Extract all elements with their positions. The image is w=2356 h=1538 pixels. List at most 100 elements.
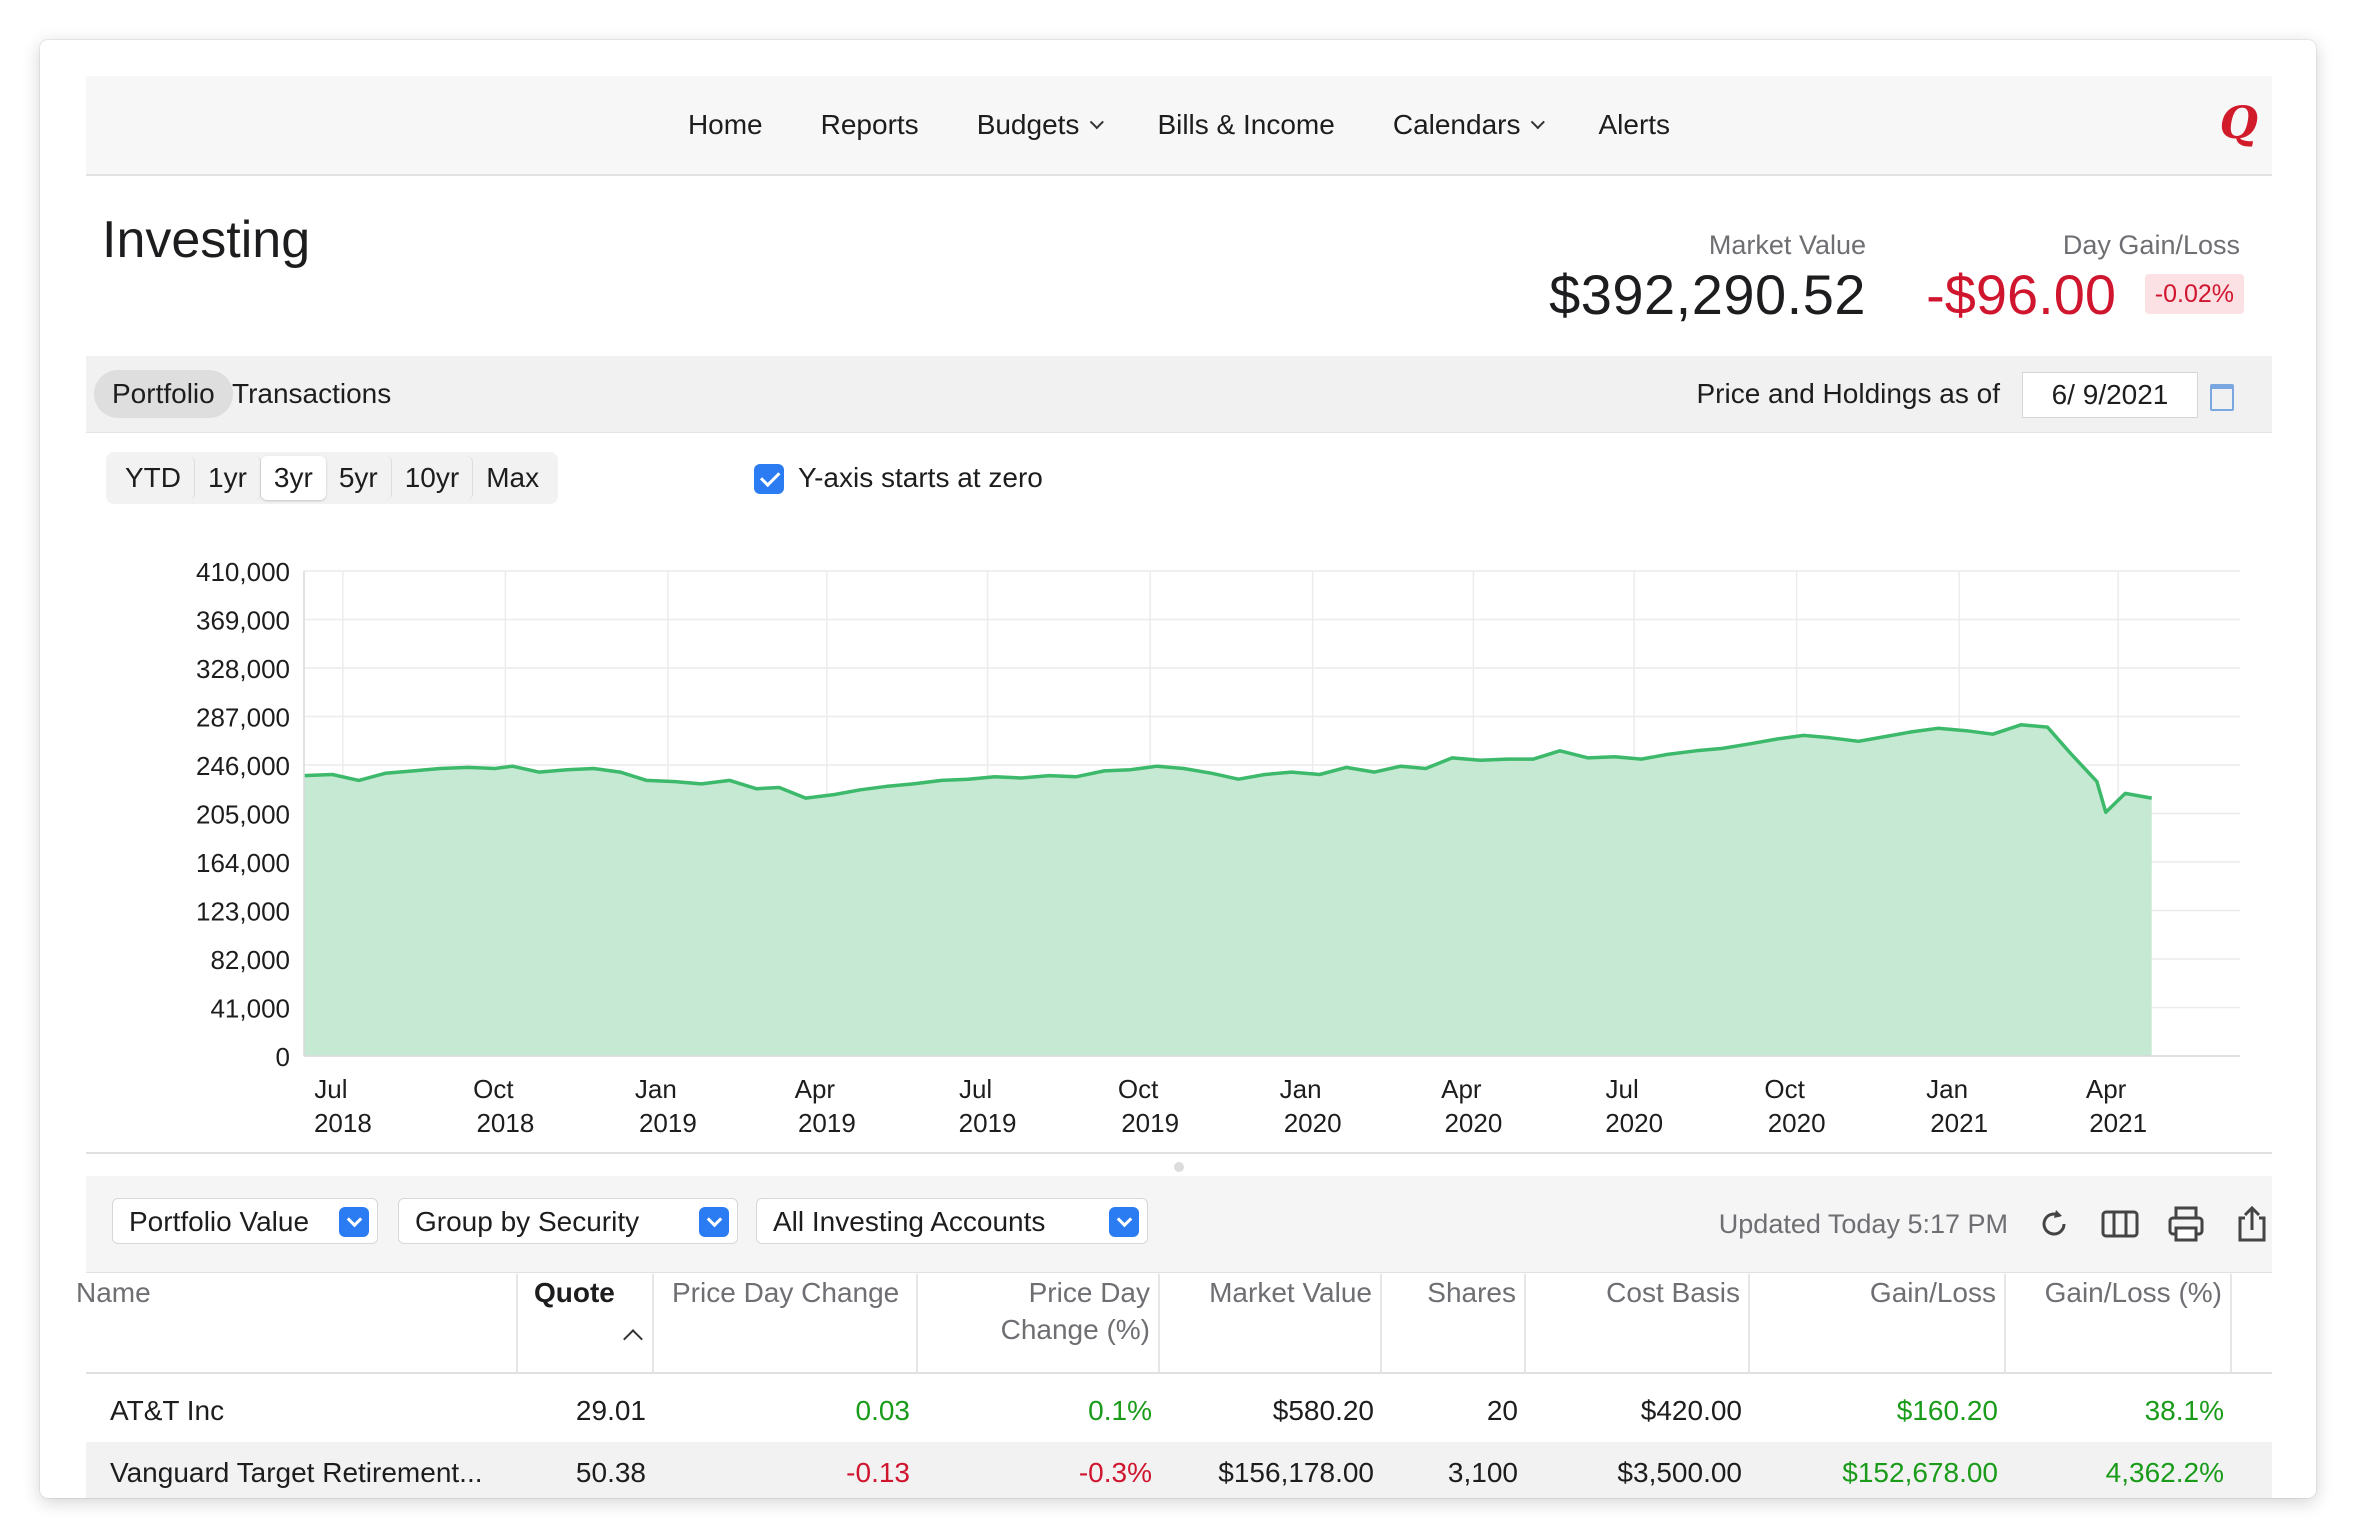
y-tick-label: 164,000 [196, 848, 290, 878]
col-market-value-label: Market Value [1209, 1277, 1372, 1308]
x-tick-month: Apr [795, 1074, 836, 1104]
chevron-down-icon [1090, 115, 1105, 130]
nav-budgets[interactable]: Budgets [948, 109, 1129, 141]
columns-icon[interactable] [2100, 1204, 2140, 1244]
nav-reports[interactable]: Reports [792, 109, 948, 141]
holdings-toolbar: Portfolio Value Group by Security All In… [86, 1176, 2272, 1273]
col-name-label: Name [76, 1277, 151, 1308]
yaxis-zero-checkbox[interactable] [754, 464, 784, 494]
y-tick-label: 369,000 [196, 606, 290, 636]
x-tick-year: 2021 [1930, 1108, 1988, 1138]
market-value-label: Market Value [1708, 230, 1866, 260]
x-tick-year: 2020 [1768, 1108, 1826, 1138]
y-tick-label: 287,000 [196, 703, 290, 733]
range-max[interactable]: Max [486, 462, 540, 493]
col-gain-loss-pct[interactable]: Gain/Loss (%) [2006, 1274, 2232, 1372]
col-shares[interactable]: Shares [1382, 1274, 1526, 1372]
x-tick-month: Oct [1118, 1074, 1159, 1104]
col-gain-loss[interactable]: Gain/Loss [1750, 1274, 2006, 1372]
x-tick-year: 2019 [639, 1108, 697, 1138]
series-line [303, 723, 2153, 815]
x-tick-year: 2021 [2089, 1108, 2147, 1138]
cell-market-value: $580.20 [1272, 1395, 1374, 1426]
nav-home[interactable]: Home [659, 109, 792, 141]
cell-quote: 29.01 [575, 1395, 646, 1426]
nav-alerts-label: Alerts [1598, 109, 1671, 140]
nav-alerts[interactable]: Alerts [1569, 109, 1699, 141]
nav-items: Home Reports Budgets Bills & Income Cale… [86, 76, 2272, 174]
col-price-day-pct-label2: Change (%) [1000, 1314, 1150, 1345]
group-by-label: Group by Security [415, 1206, 640, 1237]
quicken-logo-icon[interactable]: Q [2219, 98, 2258, 149]
y-tick-label: 82,000 [210, 945, 290, 975]
y-tick-label: 123,000 [196, 897, 290, 927]
col-quote[interactable]: Quote [518, 1274, 654, 1372]
cell-price-day-change-pct: 0.1% [1088, 1395, 1152, 1426]
nav-bills-income[interactable]: Bills & Income [1128, 109, 1363, 141]
accounts-dropdown[interactable]: All Investing Accounts [756, 1198, 1148, 1244]
x-tick-month: Apr [1441, 1074, 1482, 1104]
range-ytd[interactable]: YTD [112, 456, 195, 500]
col-price-day-change[interactable]: Price Day Change [654, 1274, 918, 1372]
pane-resize-handle[interactable] [1174, 1162, 1184, 1172]
cell-market-value: $156,178.00 [1218, 1457, 1374, 1488]
cell-shares: 20 [1486, 1395, 1518, 1426]
calendar-icon[interactable] [2210, 384, 2234, 411]
cell-gain-loss-pct: 38.1% [2144, 1395, 2224, 1426]
table-row[interactable]: AT&T Inc 29.01 0.03 0.1% $580.20 20 $420… [86, 1380, 2272, 1442]
col-cost-basis[interactable]: Cost Basis [1526, 1274, 1750, 1372]
col-market-value[interactable]: Market Value [1160, 1274, 1382, 1372]
sort-ascending-icon [623, 1329, 643, 1349]
x-tick-month: Apr [2086, 1074, 2127, 1104]
range-selector: YTD 1yr 3yr 5yr 10yr Max [106, 452, 559, 504]
top-nav: Home Reports Budgets Bills & Income Cale… [86, 76, 2272, 176]
col-name[interactable]: Name [76, 1274, 518, 1372]
y-tick-label: 410,000 [196, 557, 290, 587]
x-tick-year: 2019 [1121, 1108, 1179, 1138]
value-type-dropdown[interactable]: Portfolio Value [112, 1198, 378, 1244]
updated-status: Updated Today 5:17 PM [1718, 1209, 2008, 1239]
accounts-label: All Investing Accounts [773, 1206, 1046, 1237]
cell-name: AT&T Inc [110, 1395, 225, 1426]
cell-gain-loss-pct: 4,362.2% [2105, 1457, 2224, 1488]
x-tick-month: Jan [1280, 1074, 1322, 1104]
value-type-label: Portfolio Value [129, 1206, 310, 1237]
y-tick-label: 41,000 [210, 994, 290, 1024]
col-quote-label: Quote [534, 1277, 615, 1308]
cell-price-day-change: 0.03 [855, 1395, 911, 1426]
range-3yr[interactable]: 3yr [260, 456, 326, 500]
y-tick-label: 205,000 [196, 800, 290, 830]
cell-quote: 50.38 [575, 1457, 646, 1488]
nav-calendars[interactable]: Calendars [1364, 109, 1570, 141]
y-tick-label: 246,000 [196, 751, 290, 781]
tab-portfolio[interactable]: Portfolio [94, 370, 233, 418]
print-icon[interactable] [2166, 1204, 2206, 1244]
x-tick-month: Jul [314, 1074, 347, 1104]
pane-divider[interactable] [86, 1152, 2272, 1154]
x-tick-month: Jan [1926, 1074, 1968, 1104]
share-icon[interactable] [2232, 1204, 2272, 1244]
nav-reports-label: Reports [820, 109, 919, 140]
chevron-down-icon [699, 1207, 729, 1237]
col-gain-loss-pct-label: Gain/Loss (%) [2044, 1277, 2222, 1308]
holdings-table: Name Quote Price Day Change Price Day Cha… [76, 1274, 2272, 1498]
tab-transactions[interactable]: Transactions [232, 378, 392, 409]
range-5yr[interactable]: 5yr [326, 456, 392, 500]
x-tick-year: 2020 [1284, 1108, 1342, 1138]
as-of-label: Price and Holdings as of [1696, 378, 2000, 409]
refresh-icon[interactable] [2034, 1204, 2074, 1244]
x-tick-month: Jul [1605, 1074, 1638, 1104]
nav-calendars-label: Calendars [1392, 109, 1521, 140]
group-by-dropdown[interactable]: Group by Security [398, 1198, 738, 1244]
x-tick-year: 2018 [314, 1108, 372, 1138]
x-tick-year: 2019 [959, 1108, 1017, 1138]
col-price-day-change-pct[interactable]: Price Day Change (%) [918, 1274, 1160, 1372]
table-row[interactable]: Vanguard Target Retirement... 50.38 -0.1… [86, 1442, 2272, 1498]
as-of-date-field[interactable]: 6/ 9/2021 [2022, 372, 2198, 418]
checkmark-icon [759, 466, 780, 488]
range-1yr[interactable]: 1yr [195, 456, 261, 500]
range-10yr[interactable]: 10yr [392, 456, 474, 500]
x-tick-month: Jul [959, 1074, 992, 1104]
y-tick-label: 0 [276, 1042, 290, 1072]
col-price-day-pct-label1: Price Day [1028, 1277, 1150, 1308]
